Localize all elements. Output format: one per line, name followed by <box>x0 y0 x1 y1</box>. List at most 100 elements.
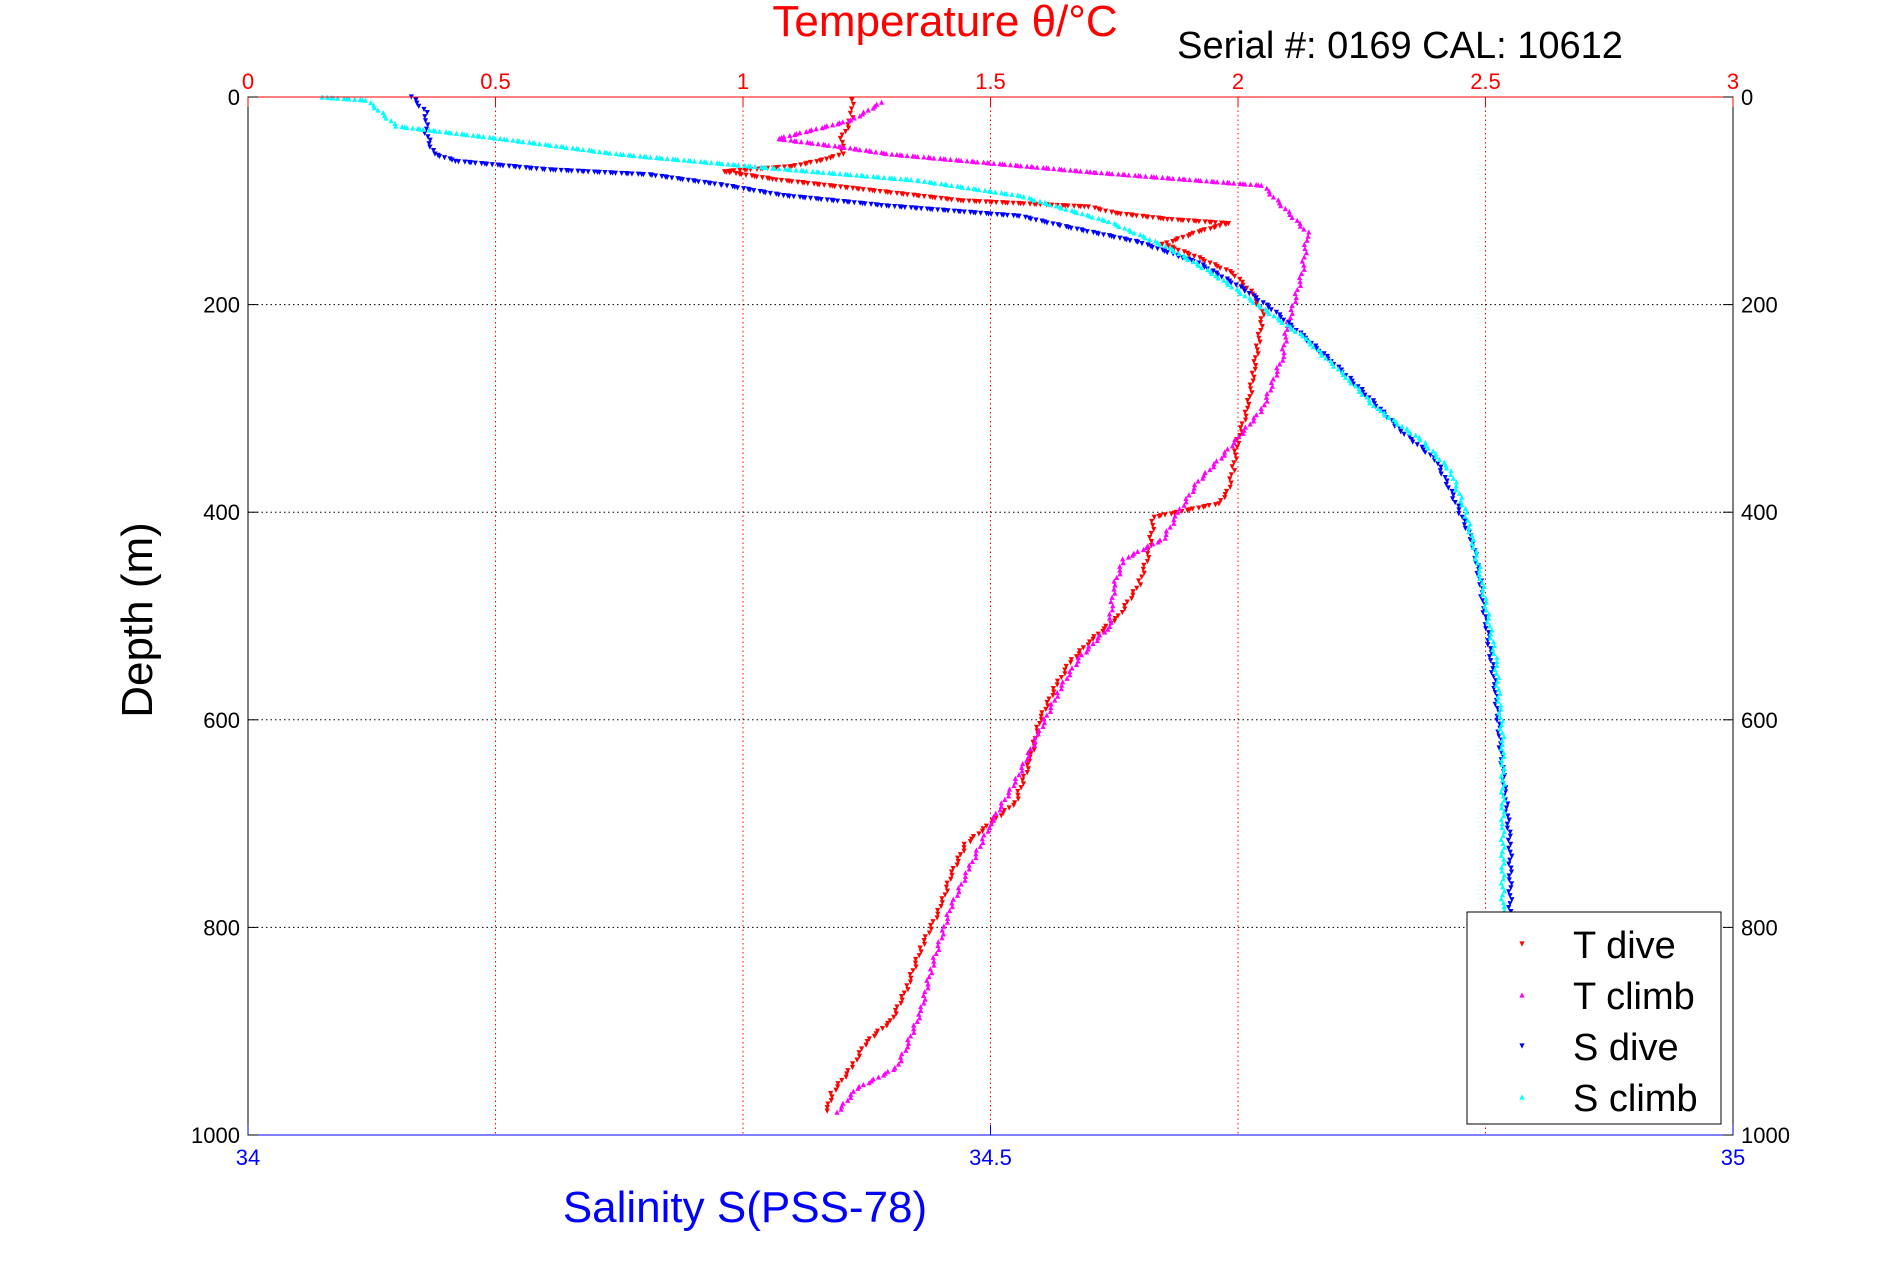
marker-s-climb <box>898 176 904 182</box>
marker-s-climb <box>1303 335 1309 342</box>
marker-s-dive <box>1011 213 1017 219</box>
marker-t-dive <box>787 164 793 170</box>
marker-t-climb <box>966 862 972 868</box>
marker-s-dive <box>1068 225 1074 231</box>
marker-s-dive <box>1016 213 1022 219</box>
marker-t-climb <box>1278 203 1284 209</box>
marker-t-climb <box>798 139 804 145</box>
depth-tick-label-right: 200 <box>1741 293 1778 318</box>
marker-t-climb <box>1035 731 1041 737</box>
marker-t-dive <box>1231 448 1238 454</box>
marker-t-climb <box>925 981 931 987</box>
marker-t-climb <box>931 962 937 968</box>
marker-t-climb <box>1301 266 1307 272</box>
marker-s-dive <box>1456 511 1462 517</box>
marker-t-dive <box>921 941 928 947</box>
marker-s-dive <box>918 206 924 212</box>
marker-s-dive <box>1242 288 1248 294</box>
marker-t-dive <box>1233 456 1240 462</box>
marker-s-climb <box>1459 502 1465 508</box>
marker-s-climb <box>586 147 592 153</box>
marker-t-climb <box>1297 274 1303 281</box>
marker-s-climb <box>1329 360 1335 367</box>
marker-t-climb <box>1098 170 1105 176</box>
marker-t-dive <box>1242 417 1249 423</box>
marker-t-dive <box>1006 805 1012 811</box>
depth-tick-label-left: 200 <box>203 293 240 318</box>
marker-t-climb <box>1011 782 1017 789</box>
marker-s-climb <box>742 162 748 168</box>
marker-s-dive <box>1362 392 1368 398</box>
marker-t-dive <box>801 180 807 186</box>
marker-s-dive <box>818 197 824 203</box>
marker-t-dive <box>1257 339 1263 345</box>
marker-t-dive <box>1228 480 1234 486</box>
marker-t-climb <box>1019 768 1025 774</box>
marker-t-dive <box>961 848 967 854</box>
marker-s-climb <box>1085 212 1091 218</box>
marker-t-climb <box>1264 390 1270 397</box>
marker-t-dive <box>922 934 928 940</box>
marker-t-climb <box>1258 405 1264 411</box>
marker-s-climb <box>701 159 707 165</box>
marker-s-dive <box>1508 865 1514 871</box>
marker-t-climb <box>1274 368 1280 374</box>
marker-t-climb <box>991 160 997 166</box>
marker-t-climb <box>1193 177 1199 183</box>
marker-t-climb <box>1267 191 1273 197</box>
marker-t-dive <box>832 183 838 190</box>
marker-s-dive <box>552 167 558 173</box>
marker-t-climb <box>921 154 927 160</box>
marker-s-dive <box>1336 364 1342 370</box>
marker-s-climb <box>735 162 742 168</box>
marker-t-dive <box>1149 518 1155 525</box>
marker-s-climb <box>1271 313 1277 319</box>
marker-s-climb <box>626 152 632 158</box>
marker-s-climb <box>1366 397 1372 403</box>
marker-s-dive <box>1201 264 1208 270</box>
marker-s-climb <box>371 102 377 108</box>
marker-s-climb <box>1288 324 1294 330</box>
marker-t-climb <box>1258 408 1265 415</box>
marker-s-climb <box>1493 670 1500 676</box>
marker-t-dive <box>1227 484 1233 490</box>
marker-t-dive <box>1196 219 1202 225</box>
marker-s-dive <box>957 209 963 215</box>
marker-t-climb <box>964 158 970 164</box>
marker-t-climb <box>787 132 793 139</box>
marker-s-climb <box>1498 896 1504 902</box>
marker-t-dive <box>1156 513 1162 520</box>
marker-t-climb <box>905 1040 912 1046</box>
marker-s-climb <box>1498 745 1504 752</box>
marker-t-climb <box>958 881 964 887</box>
marker-t-climb <box>940 931 946 937</box>
marker-t-climb <box>1104 170 1110 176</box>
marker-s-climb <box>1499 821 1505 827</box>
marker-s-climb <box>1470 536 1477 543</box>
marker-s-climb <box>1494 658 1500 665</box>
marker-s-climb <box>1441 459 1447 465</box>
marker-t-climb <box>1163 531 1169 538</box>
marker-s-climb <box>1443 465 1450 471</box>
marker-t-dive <box>1237 425 1244 431</box>
marker-t-climb <box>1266 188 1272 194</box>
marker-t-climb <box>1269 383 1275 389</box>
marker-s-dive <box>1414 442 1420 448</box>
marker-s-climb <box>864 173 870 179</box>
marker-t-dive <box>957 852 964 858</box>
marker-s-climb <box>1486 611 1492 617</box>
marker-t-climb <box>1231 180 1237 186</box>
marker-t-dive <box>1247 394 1253 400</box>
marker-t-climb <box>1020 760 1026 767</box>
marker-s-climb <box>1112 220 1118 226</box>
marker-t-climb <box>1175 509 1181 515</box>
marker-t-dive <box>1100 628 1106 635</box>
marker-t-dive <box>1236 440 1242 447</box>
marker-s-dive <box>1349 378 1355 384</box>
marker-s-dive <box>425 122 431 128</box>
marker-t-dive <box>943 884 950 890</box>
marker-t-climb <box>1048 704 1054 711</box>
marker-t-dive <box>864 1038 870 1045</box>
marker-s-dive <box>767 190 773 197</box>
marker-s-climb <box>1497 714 1503 720</box>
